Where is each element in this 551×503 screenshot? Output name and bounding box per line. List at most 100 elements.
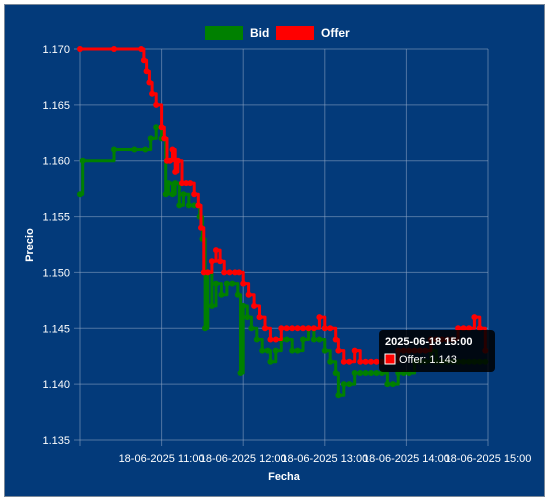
data-point-offer[interactable] (368, 358, 374, 365)
data-point-bid[interactable] (368, 370, 374, 376)
data-point-offer[interactable] (208, 258, 215, 265)
data-point-bid[interactable] (147, 135, 154, 142)
data-point-offer[interactable] (226, 269, 233, 276)
data-point-offer[interactable] (471, 314, 478, 321)
data-point-offer[interactable] (140, 57, 147, 64)
data-point-offer[interactable] (335, 347, 342, 354)
data-point-offer[interactable] (77, 46, 83, 52)
data-point-bid[interactable] (373, 370, 380, 376)
data-point-offer[interactable] (191, 191, 198, 198)
data-point-bid[interactable] (240, 302, 247, 309)
data-point-bid[interactable] (272, 347, 279, 354)
data-point-offer[interactable] (357, 358, 364, 365)
data-point-bid[interactable] (289, 347, 296, 354)
data-point-offer[interactable] (187, 180, 194, 187)
data-point-bid[interactable] (267, 358, 274, 365)
data-point-offer[interactable] (198, 224, 204, 231)
legend-item-offer[interactable]: Offer (276, 26, 350, 40)
data-point-offer[interactable] (111, 46, 117, 52)
data-point-bid[interactable] (321, 347, 328, 354)
data-point-offer[interactable] (310, 325, 317, 332)
data-point-offer[interactable] (240, 280, 247, 287)
data-point-bid[interactable] (213, 280, 219, 287)
data-point-offer[interactable] (476, 325, 483, 332)
data-point-offer[interactable] (278, 325, 285, 332)
data-point-offer[interactable] (300, 325, 306, 332)
data-point-bid[interactable] (79, 157, 86, 164)
data-point-bid[interactable] (248, 325, 255, 332)
data-point-offer[interactable] (158, 124, 165, 131)
data-point-offer[interactable] (166, 157, 173, 164)
data-point-offer[interactable] (262, 325, 268, 332)
data-point-bid[interactable] (351, 370, 358, 376)
data-point-bid[interactable] (264, 347, 271, 354)
data-point-offer[interactable] (373, 358, 380, 365)
data-point-offer[interactable] (169, 146, 176, 153)
data-point-bid[interactable] (300, 336, 306, 343)
data-point-offer[interactable] (149, 90, 156, 97)
data-point-offer[interactable] (272, 336, 279, 343)
data-point-bid[interactable] (234, 291, 241, 298)
data-point-bid[interactable] (244, 314, 251, 321)
data-point-offer[interactable] (204, 269, 211, 276)
data-point-bid[interactable] (346, 381, 353, 388)
data-point-bid[interactable] (142, 146, 149, 153)
data-point-offer[interactable] (321, 325, 328, 332)
data-point-offer[interactable] (172, 168, 179, 175)
data-point-offer[interactable] (316, 314, 323, 321)
data-point-bid[interactable] (294, 347, 301, 354)
data-point-offer[interactable] (294, 325, 301, 332)
data-point-offer[interactable] (362, 358, 369, 365)
data-point-bid[interactable] (185, 202, 192, 209)
data-point-offer[interactable] (305, 325, 312, 332)
data-point-bid[interactable] (131, 146, 138, 153)
data-point-offer[interactable] (174, 157, 181, 164)
data-point-offer[interactable] (217, 258, 224, 265)
data-point-bid[interactable] (162, 191, 169, 198)
data-point-offer[interactable] (346, 358, 353, 365)
data-point-bid[interactable] (340, 381, 347, 388)
legend-item-bid[interactable]: Bid (205, 26, 269, 40)
data-point-bid[interactable] (332, 370, 339, 376)
data-point-bid[interactable] (327, 358, 334, 365)
data-point-bid[interactable] (283, 336, 290, 343)
data-point-bid[interactable] (237, 370, 244, 376)
data-point-offer[interactable] (161, 135, 168, 142)
data-point-offer[interactable] (267, 336, 274, 343)
data-point-bid[interactable] (310, 336, 317, 343)
data-point-bid[interactable] (389, 381, 396, 388)
data-point-bid[interactable] (191, 202, 198, 209)
data-point-offer[interactable] (351, 347, 358, 354)
data-point-offer[interactable] (138, 46, 145, 52)
data-point-bid[interactable] (362, 370, 369, 376)
data-point-bid[interactable] (153, 124, 160, 131)
data-point-offer[interactable] (213, 247, 219, 254)
data-point-bid[interactable] (218, 291, 225, 298)
data-point-offer[interactable] (236, 269, 243, 276)
data-point-bid[interactable] (335, 392, 342, 399)
data-point-bid[interactable] (77, 191, 83, 198)
data-point-bid[interactable] (229, 280, 236, 287)
data-point-bid[interactable] (111, 146, 117, 153)
data-point-offer[interactable] (455, 325, 462, 332)
data-point-bid[interactable] (180, 191, 187, 198)
data-point-offer[interactable] (251, 302, 258, 309)
data-point-offer[interactable] (179, 180, 185, 187)
data-point-offer[interactable] (289, 325, 296, 332)
data-point-bid[interactable] (384, 381, 391, 388)
data-point-bid[interactable] (316, 336, 323, 343)
data-point-offer[interactable] (232, 269, 238, 276)
data-point-offer[interactable] (256, 314, 263, 321)
data-point-bid[interactable] (223, 280, 230, 287)
data-point-offer[interactable] (340, 358, 347, 365)
data-point-offer[interactable] (143, 68, 150, 75)
data-point-bid[interactable] (202, 325, 209, 332)
data-point-offer[interactable] (153, 101, 160, 108)
data-point-bid[interactable] (208, 302, 215, 309)
data-point-bid[interactable] (259, 347, 266, 354)
data-point-offer[interactable] (283, 325, 290, 332)
data-point-bid[interactable] (172, 180, 179, 187)
data-point-bid[interactable] (165, 180, 172, 187)
data-point-offer[interactable] (146, 79, 153, 86)
data-point-bid[interactable] (176, 202, 183, 209)
